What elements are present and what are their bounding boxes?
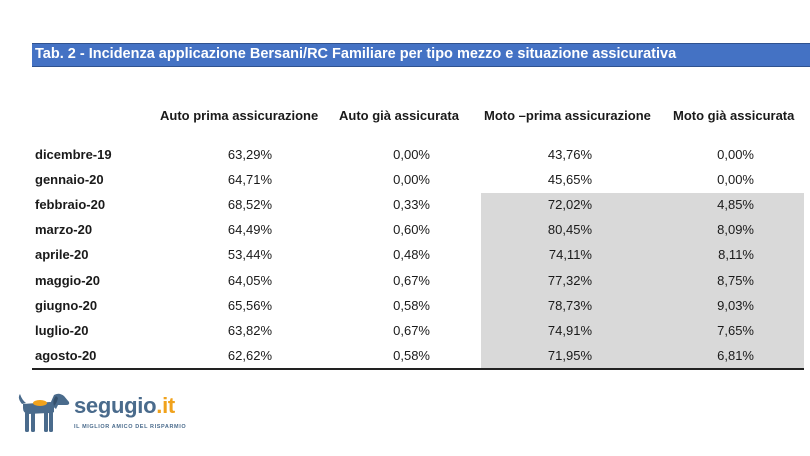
table-cell: 0,60% <box>393 222 430 237</box>
table-cell: 0,00% <box>393 172 430 187</box>
table-cell: 0,00% <box>717 172 754 187</box>
table-cell: 74,91% <box>547 323 592 338</box>
table-cell: 64,05% <box>227 273 272 288</box>
row-label: marzo-20 <box>35 222 93 237</box>
table-cell: 71,95% <box>547 348 592 363</box>
row-label: luglio-20 <box>35 323 89 338</box>
table-title-bar: Tab. 2 - Incidenza applicazione Bersani/… <box>32 43 810 67</box>
table-cell: 78,73% <box>547 298 592 313</box>
table-cell: 0,33% <box>393 197 430 212</box>
table-cell: 62,62% <box>227 348 272 363</box>
segugio-logo: segugio.it IL MIGLIOR AMICO DEL RISPARMI… <box>14 392 186 436</box>
table-bottom-rule <box>32 368 804 370</box>
table-cell: 0,48% <box>393 247 430 262</box>
row-label: febbraio-20 <box>35 197 106 212</box>
table-cell: 64,71% <box>227 172 272 187</box>
logo-tagline: IL MIGLIOR AMICO DEL RISPARMIO <box>74 424 187 430</box>
logo-wordmark: segugio.it <box>74 393 175 418</box>
table-cell: 68,52% <box>227 197 272 212</box>
table-title: Tab. 2 - Incidenza applicazione Bersani/… <box>35 46 677 62</box>
column-header: Auto già assicurata <box>339 108 459 123</box>
table-cell: 8,09% <box>717 222 754 237</box>
table-cell: 72,02% <box>547 197 592 212</box>
table-cell: 65,56% <box>227 298 272 313</box>
row-label: maggio-20 <box>35 273 101 288</box>
table-cell: 4,85% <box>717 197 754 212</box>
dog-icon <box>18 393 70 432</box>
table-cell: 6,81% <box>717 348 754 363</box>
table-cell: 63,82% <box>227 323 272 338</box>
row-label: aprile-20 <box>35 247 89 262</box>
table-cell: 63,29% <box>227 147 272 162</box>
table-cell: 0,00% <box>393 147 430 162</box>
column-header: Auto prima assicurazione <box>160 108 319 123</box>
row-label: agosto-20 <box>35 348 97 363</box>
table-cell: 8,11% <box>718 247 754 262</box>
highlight-region <box>481 193 804 368</box>
table-cell: 43,76% <box>547 147 592 162</box>
table-cell: 53,44% <box>227 247 272 262</box>
table-cell: 9,03% <box>717 298 754 313</box>
table-cell: 7,65% <box>717 323 754 338</box>
table-cell: 74,11% <box>548 247 592 262</box>
table-cell: 64,49% <box>227 222 272 237</box>
table-cell: 8,75% <box>717 273 754 288</box>
table-cell: 0,58% <box>393 348 430 363</box>
row-label: gennaio-20 <box>35 172 104 187</box>
table-cell: 77,32% <box>547 273 592 288</box>
table-cell: 0,67% <box>393 323 430 338</box>
table-cell: 0,00% <box>717 147 754 162</box>
column-header: Moto –prima assicurazione <box>484 108 651 123</box>
table-cell: 0,67% <box>393 273 430 288</box>
table-cell: 0,58% <box>393 298 430 313</box>
table-cell: 45,65% <box>547 172 592 187</box>
table-cell: 80,45% <box>547 222 592 237</box>
row-label: dicembre-19 <box>35 147 112 162</box>
column-header: Moto già assicurata <box>673 108 795 123</box>
row-label: giugno-20 <box>35 298 98 313</box>
